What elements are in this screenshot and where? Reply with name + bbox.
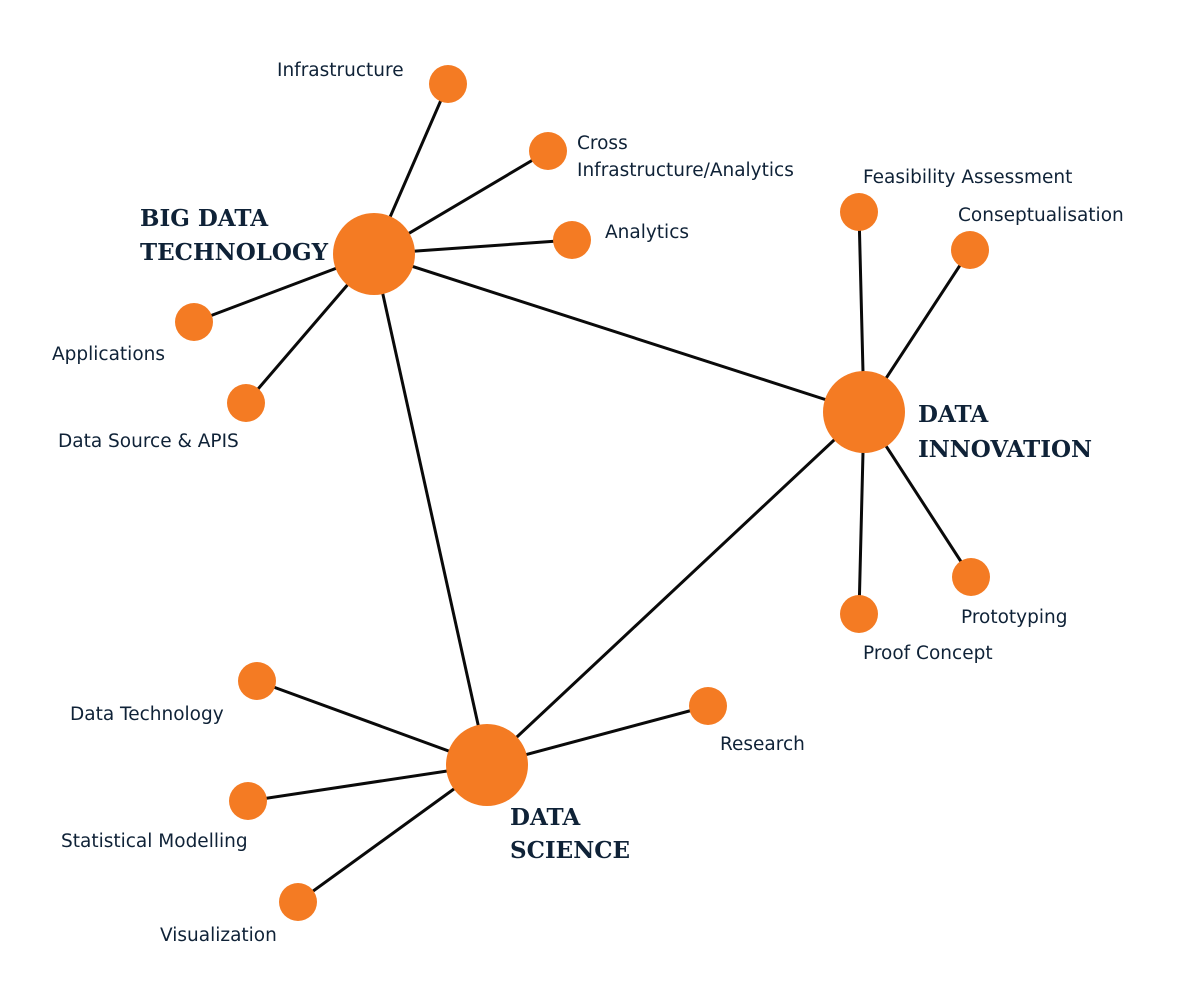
- hub-label-big-data-line2: TECHNOLOGY: [140, 239, 329, 266]
- edge-innovation-science: [485, 410, 866, 767]
- hub-node-big-data-technology: [333, 213, 415, 295]
- label-data-source-apis: Data Source & APIS: [58, 431, 239, 452]
- hub-label-innovation-line1: DATA: [918, 401, 989, 428]
- node-data-technology: [238, 662, 276, 700]
- label-applications: Applications: [52, 344, 165, 365]
- hub-labels: BIG DATA TECHNOLOGY DATA INNOVATION DATA…: [140, 205, 1092, 864]
- label-research: Research: [720, 734, 805, 755]
- node-conseptualisation: [951, 231, 989, 269]
- edge-bigdata-innovation: [372, 252, 866, 414]
- node-feasibility-assessment: [840, 193, 878, 231]
- node-proof-concept: [840, 595, 878, 633]
- node-prototyping: [952, 558, 990, 596]
- node-visualization: [279, 883, 317, 921]
- label-conseptualisation: Conseptualisation: [958, 205, 1124, 226]
- node-analytics: [553, 221, 591, 259]
- label-proof-concept: Proof Concept: [863, 643, 993, 664]
- hub-label-science-line2: SCIENCE: [510, 837, 630, 864]
- label-cross-line2: Infrastructure/Analytics: [577, 160, 794, 181]
- hub-edges: [372, 252, 866, 767]
- hub-node-data-science: [446, 724, 528, 806]
- node-data-source-apis: [227, 384, 265, 422]
- node-cross-infrastructure-analytics: [529, 132, 567, 170]
- edge-bigdata-science: [372, 252, 489, 767]
- label-cross-line1: Cross: [577, 133, 628, 154]
- node-applications: [175, 303, 213, 341]
- hub-label-science-line1: DATA: [510, 804, 581, 831]
- label-infrastructure: Infrastructure: [277, 60, 404, 81]
- label-analytics: Analytics: [605, 222, 689, 243]
- label-visualization: Visualization: [160, 925, 277, 946]
- hub-label-innovation-line2: INNOVATION: [918, 436, 1092, 463]
- node-infrastructure: [429, 65, 467, 103]
- label-data-technology: Data Technology: [70, 704, 224, 725]
- node-statistical-modelling: [229, 782, 267, 820]
- leaf-labels: Infrastructure Cross Infrastructure/Anal…: [52, 60, 1124, 946]
- leaf-nodes: [175, 65, 990, 921]
- hub-label-big-data-line1: BIG DATA: [140, 205, 269, 232]
- label-statistical-modelling: Statistical Modelling: [61, 831, 248, 852]
- hub-nodes: [333, 213, 905, 806]
- node-research: [689, 687, 727, 725]
- hub-node-data-innovation: [823, 371, 905, 453]
- label-prototyping: Prototyping: [961, 607, 1067, 628]
- label-feasibility-assessment: Feasibility Assessment: [863, 167, 1072, 188]
